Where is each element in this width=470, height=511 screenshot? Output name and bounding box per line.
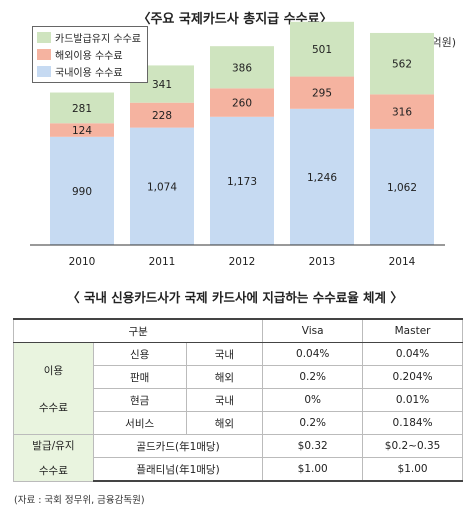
bar-segment-2013-1	[290, 76, 354, 109]
data-label-2011-2: 341	[152, 79, 172, 91]
group-usage-fee: 이용 수수료	[13, 342, 94, 435]
header-master: Master	[362, 318, 463, 343]
visa-rate: 0.2%	[262, 411, 364, 435]
table-row: 발급/유지 수수료 골드카드(年1매당) $0.32 $0.2~0.35	[13, 434, 463, 482]
card-type: 플래티넘(年1매당)	[92, 457, 264, 482]
legend-item-domestic: 국내이용 수수료	[37, 63, 141, 80]
chart-legend: 카드발급유지 수수료 해외이용 수수료 국내이용 수수료	[32, 26, 148, 83]
header-visa: Visa	[262, 318, 364, 343]
visa-fee: $1.00	[262, 457, 364, 482]
bar-segment-2012-1	[210, 88, 274, 117]
data-label-2010-0: 990	[72, 186, 92, 198]
data-label-2014-2: 562	[392, 59, 412, 71]
data-label-2013-1: 295	[312, 88, 332, 100]
region: 해외	[185, 365, 264, 389]
data-label-2014-1: 316	[392, 107, 412, 119]
source-note: (자료 : 국회 정무위, 금융감독원)	[14, 495, 145, 506]
sub-category: 서비스	[92, 411, 187, 435]
bar-segment-2013-0	[290, 108, 354, 246]
master-fee: $0.2~0.35	[362, 434, 463, 458]
bar-segment-2013-2	[290, 21, 354, 77]
bar-segment-2014-0	[370, 128, 434, 245]
sub-category: 신용	[92, 342, 187, 366]
master-rate: 0.04%	[362, 342, 463, 366]
master-rate: 0.204%	[362, 365, 463, 389]
table-header-row: 구분 Visa Master	[12, 318, 463, 343]
stacked-bar-chart: 990 124 281 2010 1,074 228 341 2011 1,173 260 386 2…	[30, 21, 445, 268]
bar-segment-2010-1	[50, 123, 114, 137]
data-label-2012-2: 386	[232, 62, 252, 74]
visa-fee: $0.32	[262, 434, 364, 458]
table-row: 현금 국내 0% 0.01%	[14, 388, 463, 412]
x-tick-label-2010: 2010	[69, 256, 96, 268]
region: 국내	[185, 388, 264, 412]
bar-segment-2010-0	[50, 136, 114, 245]
bar-segment-2012-2	[210, 46, 274, 89]
legend-item-overseas: 해외이용 수수료	[37, 46, 141, 63]
group-label-line: 발급/유지	[32, 439, 75, 452]
group-label-line: 수수료	[38, 464, 68, 477]
data-label-2011-1: 228	[152, 110, 172, 122]
visa-rate: 0%	[262, 388, 364, 412]
visa-rate: 0.2%	[262, 365, 364, 389]
x-tick-label-2014: 2014	[389, 256, 416, 268]
table-row: 플래티넘(年1매당) $1.00 $1.00	[14, 457, 463, 482]
region: 국내	[185, 342, 264, 366]
master-rate: 0.184%	[362, 411, 463, 435]
data-label-2010-1: 124	[72, 125, 92, 137]
header-category: 구분	[12, 318, 264, 343]
fee-rate-table: 구분 Visa Master 이용 수수료 신용 국내 0.04% 0.04% …	[12, 318, 463, 482]
group-issuance-fee: 발급/유지 수수료	[13, 434, 94, 482]
x-tick-label-2013: 2013	[309, 256, 336, 268]
data-label-2012-1: 260	[232, 98, 252, 110]
data-label-2013-2: 501	[312, 44, 332, 56]
group-label-line: 수수료	[38, 401, 68, 414]
bar-segment-2011-1	[130, 102, 194, 128]
sub-category: 판매	[92, 365, 187, 389]
bar-segment-2014-2	[370, 32, 434, 95]
data-label-2013-0: 1,246	[307, 172, 337, 184]
bar-segment-2014-1	[370, 94, 434, 129]
master-fee: $1.00	[362, 457, 463, 482]
legend-swatch-domestic	[37, 66, 51, 77]
table-row: 판매 해외 0.2% 0.204%	[14, 365, 463, 389]
data-label-2014-0: 1,062	[387, 182, 417, 194]
legend-item-card-maintenance: 카드발급유지 수수료	[37, 29, 141, 46]
legend-swatch-card-maintenance	[37, 32, 51, 43]
legend-label: 카드발급유지 수수료	[55, 34, 141, 45]
x-tick-label-2011: 2011	[149, 256, 176, 268]
legend-label: 해외이용 수수료	[55, 51, 123, 62]
bar-segment-2010-2	[50, 92, 114, 124]
card-type: 골드카드(年1매당)	[92, 434, 264, 458]
table-title: 〈 국내 신용카드사가 국제 카드사에 지급하는 수수료율 체계 〉	[67, 290, 403, 305]
bar-segment-2011-0	[130, 127, 194, 245]
table-row: 이용 수수료 신용 국내 0.04% 0.04%	[13, 342, 463, 435]
visa-rate: 0.04%	[262, 342, 364, 366]
chart-title: 〈주요 국제카드사 총지급 수수료〉	[137, 12, 333, 27]
legend-swatch-overseas	[37, 49, 51, 60]
x-tick-label-2012: 2012	[229, 256, 256, 268]
sub-category: 현금	[92, 388, 187, 412]
data-label-2012-0: 1,173	[227, 176, 257, 188]
group-label-line: 이용	[43, 364, 64, 377]
master-rate: 0.01%	[362, 388, 463, 412]
data-label-2010-2: 281	[72, 103, 92, 115]
data-label-2011-0: 1,074	[147, 181, 177, 193]
legend-label: 국내이용 수수료	[55, 68, 123, 79]
region: 해외	[185, 411, 264, 435]
bar-segment-2012-0	[210, 116, 274, 246]
